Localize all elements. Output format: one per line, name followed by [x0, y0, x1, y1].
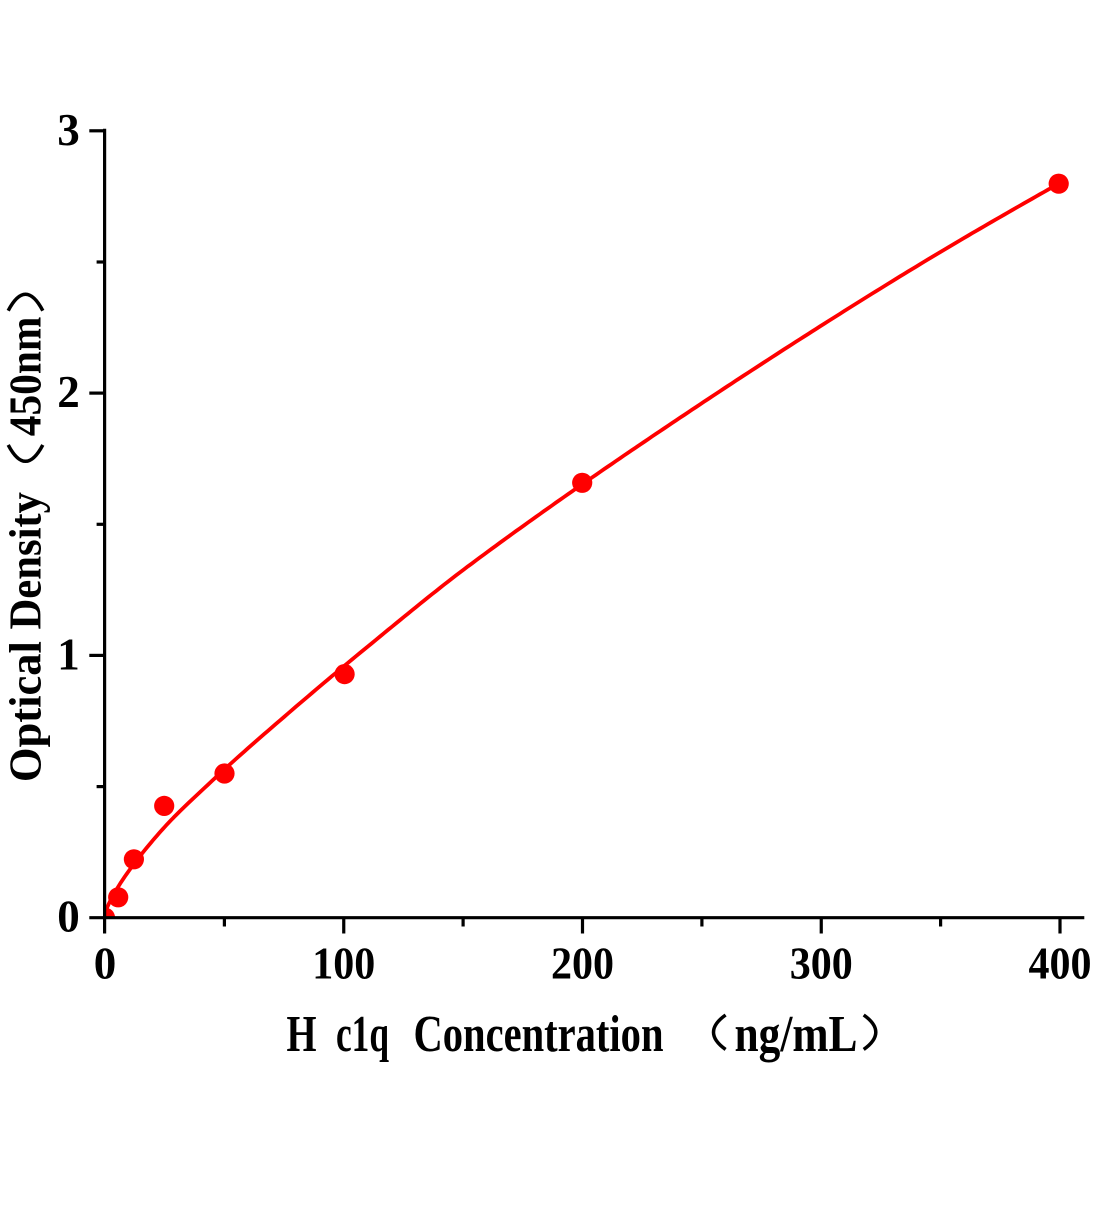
svg-text:300: 300 — [790, 939, 853, 989]
svg-text:1: 1 — [57, 629, 80, 679]
svg-text:H: H — [287, 1006, 317, 1063]
svg-text:Concentration: Concentration — [414, 1006, 664, 1063]
svg-text:ng/mL: ng/mL — [735, 1006, 858, 1063]
svg-text:100: 100 — [312, 939, 375, 989]
svg-text:0: 0 — [94, 939, 117, 989]
svg-text:Optical: Optical — [0, 641, 51, 782]
svg-text:450nm: 450nm — [0, 317, 51, 437]
svg-text:Density: Density — [0, 492, 51, 630]
svg-text:200: 200 — [551, 939, 614, 989]
svg-text:c1q: c1q — [336, 1006, 389, 1063]
svg-text:400: 400 — [1029, 939, 1092, 989]
svg-text:2: 2 — [57, 367, 80, 417]
svg-text:0: 0 — [57, 892, 80, 942]
svg-text:3: 3 — [57, 105, 80, 155]
